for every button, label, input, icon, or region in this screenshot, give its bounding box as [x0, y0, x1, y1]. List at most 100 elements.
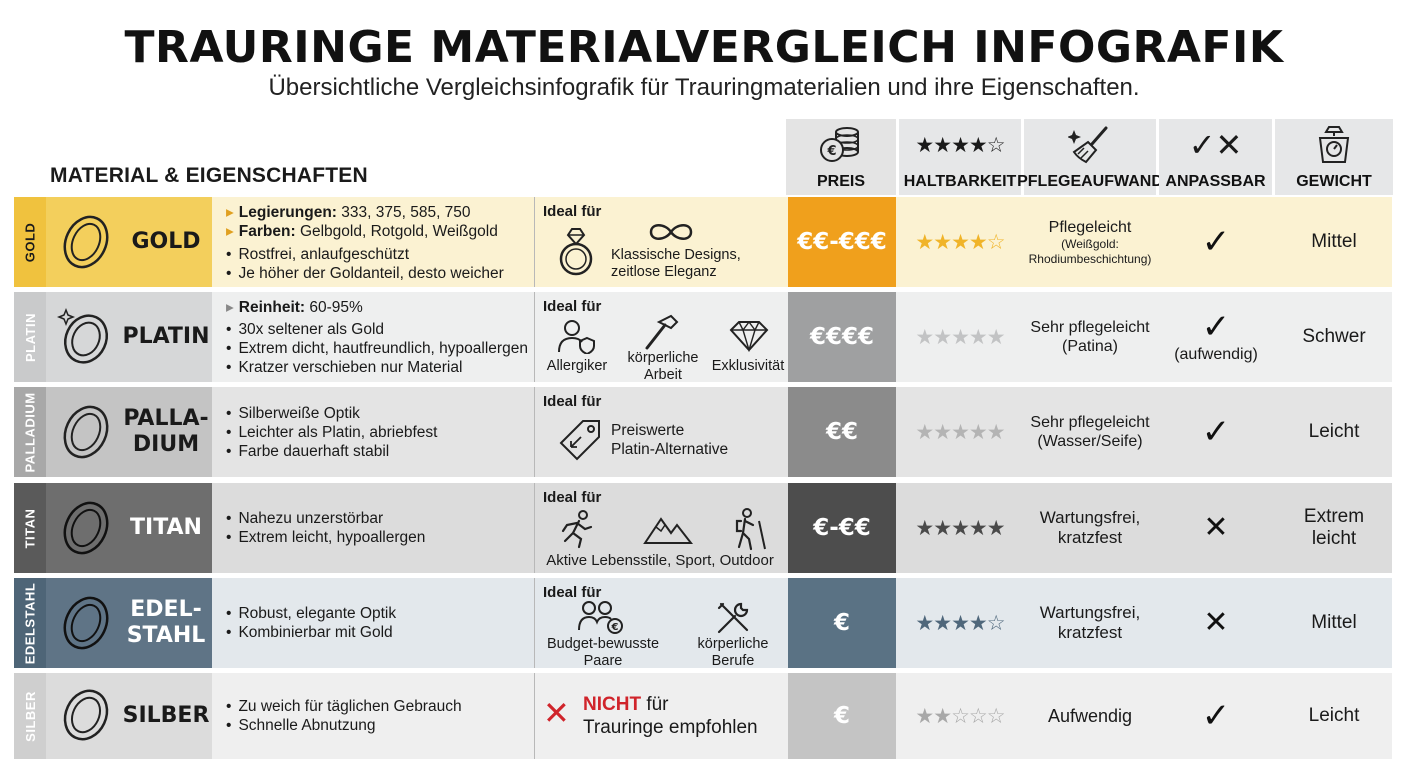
diamond-icon — [729, 320, 769, 352]
cross-icon: ✕ — [1203, 510, 1229, 545]
side-label-titan: TITAN — [14, 483, 46, 573]
durability-titan: ★★★★★ — [915, 516, 1005, 540]
ring-cell-silber: SILBER — [46, 673, 212, 759]
durability-gold: ★★★★☆ — [915, 230, 1005, 254]
ideal-label: Ideal für — [543, 298, 602, 315]
durability-palladium: ★★★★★ — [915, 420, 1005, 444]
adjustable-note: (aufwendig) — [1174, 346, 1258, 363]
ring-cell-gold: GOLD — [46, 197, 212, 287]
column-header-anpassbar: ✓✕ ANPASSBAR — [1159, 119, 1272, 195]
durability-silber: ★★☆☆☆ — [915, 704, 1005, 728]
column-header-pflegeaufwand: PFLEGEAUFWAND — [1017, 119, 1163, 195]
side-label-gold: GOLD — [14, 197, 46, 287]
gold-ring-icon — [63, 215, 109, 269]
weight-silber: Leicht — [1308, 705, 1360, 726]
price-titan: €-€€ — [788, 483, 896, 573]
weight-edelstahl: Mittel — [1311, 612, 1357, 633]
ring-cell-edelstahl: EDEL- STAHL — [46, 578, 212, 668]
weight-titan: Extrem leicht — [1303, 506, 1365, 549]
properties-edelstahl: Robust, elegante Optik Kombinierbar mit … — [216, 578, 536, 668]
coins-icon: € — [818, 123, 864, 167]
price-palladium: €€ — [788, 387, 896, 477]
material-row-gold: GOLD GOLD Legierungen: 333, 375, 585, 75… — [14, 197, 1392, 287]
person-shield-icon — [558, 320, 595, 354]
care-silber: Aufwendig — [1047, 705, 1133, 726]
properties-silber: Zu weich für täglichen Gebrauch Schnelle… — [216, 673, 536, 759]
ideal-label-berufe: körperliche Berufe — [697, 636, 769, 669]
weight-platin: Schwer — [1302, 326, 1366, 347]
durability-edelstahl: ★★★★☆ — [915, 611, 1005, 635]
material-name-palladium: PALLA- DIUM — [123, 406, 209, 457]
ideal-label: Ideal für — [543, 203, 602, 220]
hiker-icon — [735, 508, 766, 551]
side-label-edelstahl: EDELSTAHL — [14, 578, 46, 668]
side-label-platin: PLATIN — [14, 292, 46, 382]
material-name-silber: SILBER — [122, 703, 210, 728]
ideal-for-titan: Ideal für Aktive Lebensstile, Sport, Out… — [534, 483, 784, 573]
steel-ring-icon — [63, 596, 109, 650]
care-platin: Sehr pflegeleicht (Patina) — [1030, 319, 1150, 355]
column-label-anpassbar: ANPASSBAR — [1165, 173, 1266, 190]
material-row-edelstahl: EDELSTAHL EDEL-STAHL Robust, elegante Op… — [14, 578, 1392, 669]
price-gold: €€-€€€ — [788, 197, 896, 287]
properties-platin: Reinheit: 60-95% 30x seltener als Gold E… — [216, 292, 536, 382]
ideal-for-palladium: Ideal für Preiswerte Platin-Alternative — [534, 387, 784, 477]
material-row-platin: PLATIN PLATIN Reinheit: 60-95% 30x selte… — [14, 292, 1392, 383]
side-label-silber: SILBER — [14, 673, 46, 759]
adjustable-platin: ✓ (aufwendig) — [1160, 292, 1272, 382]
column-label-gewicht: GEWICHT — [1296, 173, 1372, 190]
care-edelstahl: Wartungsfrei, kratzfest — [1039, 603, 1141, 642]
weight-palladium: Leicht — [1308, 421, 1360, 442]
ring-cell-palladium: PALLA- DIUM — [46, 387, 212, 477]
couple-euro-icon: € — [578, 601, 623, 634]
ideal-text-titan: Aktive Lebensstile, Sport, Outdoor — [546, 552, 774, 569]
tools-icon — [717, 602, 749, 634]
column-label-preis: PREIS — [816, 173, 865, 190]
platinum-ring-icon — [56, 307, 109, 364]
weight-gold: Mittel — [1311, 231, 1357, 252]
adjustable-silber: ✓ — [1160, 673, 1272, 759]
ideal-text-palladium: Preiswerte Platin-Alternative — [611, 422, 729, 458]
ideal-label-allergiker: Allergiker — [546, 358, 608, 374]
price-edelstahl: € — [788, 578, 896, 668]
column-header-preis: € PREIS — [786, 119, 896, 195]
care-gold: Pflegeleicht (Weißgold: Rhodiumbeschicht… — [1028, 218, 1152, 266]
ideal-for-platin: Ideal für Allergiker körperliche Arbeit E… — [534, 292, 784, 383]
material-name-gold: GOLD — [131, 229, 201, 254]
palladium-ring-icon — [63, 405, 109, 459]
material-header: MATERIAL & EIGENSCHAFTEN — [50, 164, 368, 187]
side-label-palladium: PALLADIUM — [14, 387, 46, 477]
adjustable-titan: ✕ — [1160, 483, 1272, 573]
ideal-label: Ideal für — [543, 584, 602, 601]
material-row-palladium: PALLADIUM PALLA-DIUM Silberweiße Optik L… — [14, 387, 1392, 477]
ideal-text-gold: Klassische Designs, zeitlose Eleganz — [611, 247, 741, 280]
adjustable-edelstahl: ✕ — [1160, 578, 1272, 668]
check-icon: ✓ — [1201, 412, 1231, 452]
ideal-label-budget: Budget-bewusste Paare — [546, 636, 660, 669]
ideal-label-exklusivitaet: Exklusivität — [711, 358, 785, 374]
care-titan: Wartungsfrei, kratzfest — [1039, 508, 1141, 547]
infinity-icon — [649, 224, 693, 240]
red-cross-icon: ✕ — [543, 694, 570, 732]
adjustable-gold: ✓ — [1160, 197, 1272, 287]
properties-titan: Nahezu unzerstörbar Extrem leicht, hypoa… — [216, 483, 536, 573]
properties-gold: Legierungen: 333, 375, 585, 750 Farben: … — [216, 197, 536, 287]
durability-platin: ★★★★★ — [915, 325, 1005, 349]
column-label-pflegeaufwand: PFLEGEAUFWAND — [1017, 173, 1163, 190]
ring-cell-platin: PLATIN — [46, 292, 212, 382]
scale-icon — [1314, 123, 1354, 167]
price-tag-icon — [559, 420, 600, 461]
four-stars-icon: ★★★★☆ — [915, 133, 1005, 157]
titanium-ring-icon — [63, 501, 109, 555]
check-icon: ✓ — [1201, 222, 1231, 262]
ideal-label-arbeit: körperliche Arbeit — [627, 350, 699, 383]
material-name-platin: PLATIN — [122, 324, 210, 349]
ring-cell-titan: TITAN — [46, 483, 212, 573]
check-cross-icon: ✓✕ — [1188, 126, 1243, 164]
care-palladium: Sehr pflegeleicht (Wasser/Seife) — [1030, 414, 1150, 450]
check-icon: ✓ — [1201, 307, 1231, 347]
page-title: TRAURINGE MATERIALVERGLEICH INFOGRAFIK — [124, 22, 1284, 73]
properties-palladium: Silberweiße Optik Leichter als Platin, a… — [216, 387, 536, 477]
price-platin: €€€€ — [788, 292, 896, 382]
ideal-label: Ideal für — [543, 393, 602, 410]
